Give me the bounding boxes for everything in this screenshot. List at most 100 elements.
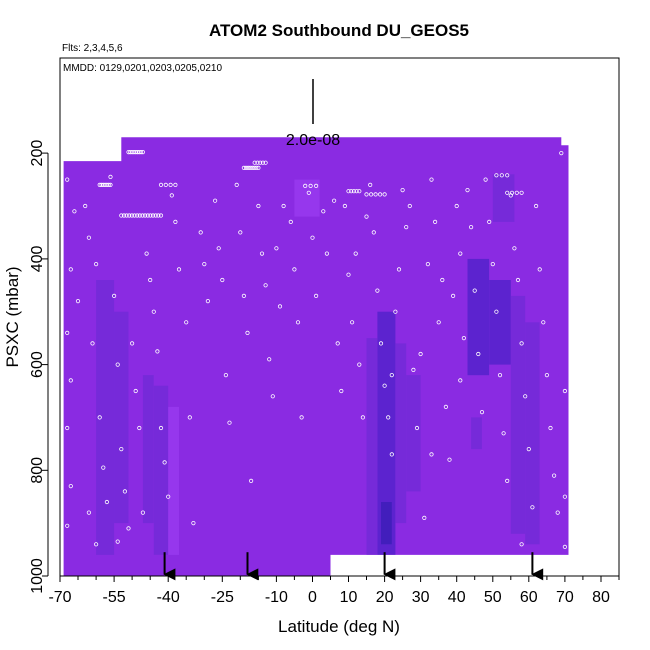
sample-marker bbox=[75, 298, 81, 304]
sample-marker bbox=[414, 425, 420, 431]
sample-marker bbox=[241, 293, 246, 298]
sample-marker bbox=[494, 309, 499, 314]
sample-marker bbox=[83, 203, 88, 209]
sample-marker bbox=[308, 183, 313, 188]
sample-marker bbox=[122, 489, 128, 494]
sample-marker bbox=[299, 415, 304, 420]
sample-marker bbox=[267, 357, 272, 362]
sample-marker bbox=[145, 213, 150, 218]
sample-marker bbox=[129, 213, 134, 218]
x-tick-label: -55 bbox=[103, 589, 126, 606]
sample-marker bbox=[65, 425, 70, 431]
sample-marker bbox=[173, 182, 178, 187]
sample-marker bbox=[497, 372, 503, 378]
sample-marker bbox=[526, 446, 531, 452]
sample-marker bbox=[158, 425, 164, 431]
sample-marker bbox=[306, 190, 311, 195]
sample-marker bbox=[68, 378, 73, 383]
sample-marker bbox=[382, 383, 387, 388]
sample-marker bbox=[140, 150, 145, 155]
sample-marker bbox=[94, 542, 99, 547]
sample-marker bbox=[292, 267, 297, 272]
sample-marker bbox=[144, 251, 149, 256]
annotation-arrows bbox=[163, 552, 544, 581]
sample-marker bbox=[450, 293, 456, 298]
sample-marker bbox=[68, 483, 73, 489]
sample-marker bbox=[126, 526, 131, 531]
field-cell bbox=[381, 502, 392, 545]
x-tick-label: -40 bbox=[157, 589, 180, 606]
plot-area: MMDD: 0129,0201,0203,0205,0210 2.0e-08 bbox=[59, 57, 620, 581]
sample-marker bbox=[490, 261, 495, 267]
sample-marker bbox=[263, 283, 268, 288]
scale-label: 2.0e-08 bbox=[286, 132, 340, 149]
sample-marker bbox=[162, 460, 167, 465]
sample-marker bbox=[119, 213, 124, 218]
y-tick-label: 800 bbox=[29, 457, 46, 484]
sample-marker bbox=[458, 378, 463, 383]
sample-marker bbox=[533, 203, 539, 209]
sample-marker bbox=[411, 367, 416, 372]
sample-marker bbox=[541, 320, 546, 325]
sample-marker bbox=[198, 230, 203, 235]
sample-marker bbox=[505, 478, 510, 483]
sample-marker bbox=[153, 213, 158, 218]
sample-marker bbox=[465, 188, 470, 193]
sample-marker bbox=[238, 230, 243, 235]
sample-marker bbox=[514, 190, 519, 195]
sample-marker bbox=[407, 203, 412, 209]
sample-marker bbox=[112, 293, 117, 298]
sample-marker bbox=[249, 478, 254, 483]
sample-marker bbox=[404, 225, 409, 230]
sample-marker bbox=[163, 182, 168, 187]
sample-marker bbox=[94, 261, 99, 267]
sample-marker bbox=[124, 213, 129, 218]
sample-marker bbox=[483, 177, 488, 182]
sample-marker bbox=[263, 160, 268, 165]
x-tick-label: 30 bbox=[412, 589, 430, 606]
sample-marker bbox=[501, 431, 506, 436]
sample-marker bbox=[156, 213, 161, 218]
field-cell bbox=[489, 280, 511, 365]
sample-marker bbox=[371, 230, 376, 235]
sample-marker bbox=[389, 452, 394, 457]
field-cell bbox=[467, 258, 490, 376]
sample-marker bbox=[143, 213, 148, 218]
sample-marker bbox=[155, 349, 160, 354]
sample-marker bbox=[530, 505, 535, 510]
sample-marker bbox=[523, 394, 528, 399]
sample-marker bbox=[562, 494, 568, 499]
sample-marker bbox=[65, 523, 70, 528]
sample-marker bbox=[339, 388, 344, 394]
sample-marker bbox=[519, 341, 524, 346]
field-samples bbox=[65, 150, 568, 550]
field-cell bbox=[142, 375, 154, 524]
sample-marker bbox=[86, 510, 92, 515]
sample-marker bbox=[377, 192, 383, 197]
sample-marker bbox=[324, 251, 329, 256]
sample-marker bbox=[382, 192, 387, 197]
field-region bbox=[63, 137, 569, 576]
sample-marker bbox=[127, 213, 132, 218]
sample-marker bbox=[461, 335, 466, 341]
chart-title: ATOM2 Southbound DU_GEOS5 bbox=[209, 21, 469, 40]
sample-marker bbox=[106, 182, 111, 187]
sample-marker bbox=[255, 160, 260, 165]
sample-marker bbox=[260, 160, 265, 165]
x-tick-label: 80 bbox=[592, 589, 610, 606]
sample-marker bbox=[476, 351, 481, 357]
sample-marker bbox=[121, 213, 127, 218]
sample-marker bbox=[168, 182, 173, 187]
sample-marker bbox=[252, 165, 257, 170]
sample-marker bbox=[364, 192, 369, 197]
x-tick-label: -70 bbox=[48, 589, 71, 606]
sample-marker bbox=[259, 251, 265, 256]
sample-marker bbox=[108, 174, 113, 179]
sample-marker bbox=[130, 341, 135, 346]
sample-marker bbox=[418, 351, 423, 357]
sample-marker bbox=[256, 165, 261, 170]
sample-marker bbox=[353, 251, 358, 256]
sample-marker bbox=[519, 190, 524, 195]
sample-marker bbox=[216, 246, 221, 251]
sample-marker bbox=[389, 372, 394, 378]
